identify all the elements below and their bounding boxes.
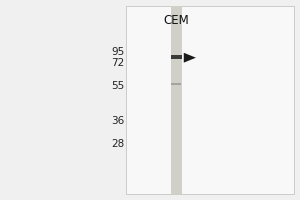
Bar (172, 83, 181, 85)
Text: 36: 36 (111, 116, 124, 126)
Text: 55: 55 (111, 81, 124, 91)
Text: CEM: CEM (164, 14, 189, 27)
Text: 95: 95 (111, 47, 124, 57)
Polygon shape (184, 53, 196, 63)
Text: 72: 72 (111, 58, 124, 68)
Bar (170, 6, 182, 194)
Bar (126, 6, 294, 194)
Text: 28: 28 (111, 139, 124, 149)
Bar (170, 55, 182, 59)
